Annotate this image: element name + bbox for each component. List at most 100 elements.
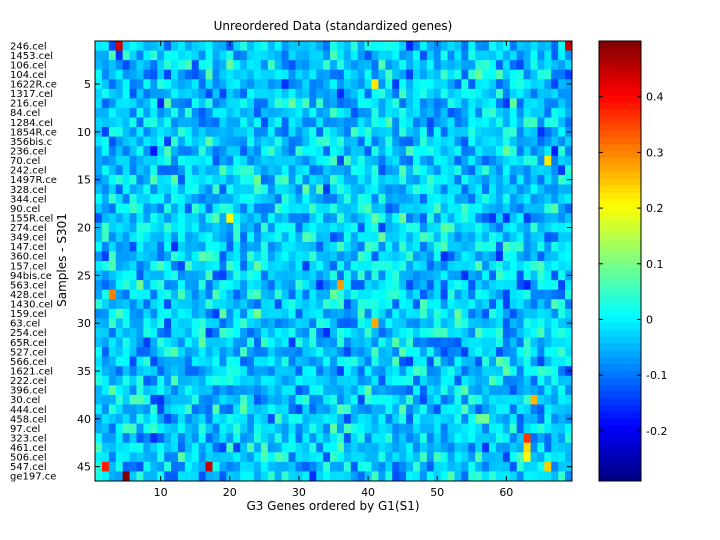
heatmap-cell <box>475 251 483 262</box>
heatmap-cell <box>184 327 193 338</box>
heatmap-cell <box>129 280 137 291</box>
heatmap-cell <box>502 452 511 463</box>
heatmap-cell <box>191 241 200 252</box>
heatmap-cell <box>101 251 110 262</box>
heatmap-cell <box>323 79 331 90</box>
heatmap-cell <box>385 69 393 80</box>
heatmap-cell <box>226 50 234 61</box>
heatmap-cell <box>247 327 255 338</box>
heatmap-cell <box>108 213 117 224</box>
heatmap-cell <box>426 337 435 348</box>
heatmap-cell <box>330 88 338 99</box>
heatmap-cell <box>385 98 393 109</box>
heatmap-cell <box>489 442 497 453</box>
heatmap-cell <box>406 79 414 90</box>
heatmap-cell <box>454 155 462 166</box>
heatmap-cell <box>122 423 130 434</box>
heatmap-cell <box>482 414 490 424</box>
heatmap-cell <box>336 394 345 405</box>
heatmap-cell <box>302 375 310 386</box>
heatmap-cell <box>447 280 455 291</box>
heatmap-cell <box>247 452 255 463</box>
heatmap-cell <box>357 60 365 71</box>
heatmap-cell <box>164 203 172 214</box>
heatmap-cell <box>336 299 345 310</box>
heatmap-cell <box>461 174 469 185</box>
heatmap-cell <box>447 270 455 281</box>
heatmap-cell <box>150 375 158 386</box>
heatmap-cell <box>136 261 144 271</box>
heatmap-cell <box>260 88 269 99</box>
heatmap-cell <box>530 452 538 463</box>
heatmap-cell <box>281 136 289 147</box>
heatmap-cell <box>240 318 248 329</box>
x-tick-label: 20 <box>223 486 237 499</box>
heatmap-cell <box>323 280 331 291</box>
heatmap-cell <box>336 222 345 233</box>
heatmap-cell <box>101 318 110 329</box>
heatmap-cell <box>454 289 462 300</box>
heatmap-cell <box>240 337 248 348</box>
heatmap-cell <box>288 203 296 214</box>
heatmap-cell <box>544 165 552 176</box>
row-label: 104.cel <box>10 70 47 81</box>
heatmap-cell <box>364 280 372 291</box>
heatmap-cell <box>281 375 289 386</box>
heatmap-cell <box>406 394 414 405</box>
heatmap-cell <box>565 241 573 252</box>
heatmap-cell <box>143 423 151 434</box>
heatmap-cell <box>406 308 414 319</box>
heatmap-cell <box>475 461 483 472</box>
heatmap-cell <box>177 155 186 166</box>
heatmap-cell <box>489 50 497 61</box>
heatmap-cell <box>482 184 490 195</box>
heatmap-cell <box>219 98 227 109</box>
heatmap-cell <box>454 251 462 262</box>
heatmap-cell <box>198 414 206 424</box>
heatmap-cell <box>551 461 559 472</box>
heatmap-cell <box>544 241 552 252</box>
heatmap-cell <box>316 117 324 128</box>
heatmap-cell <box>150 127 158 138</box>
heatmap-cell <box>558 194 566 204</box>
heatmap-cell <box>516 375 524 386</box>
heatmap-cell <box>482 79 490 90</box>
heatmap-cell <box>350 117 359 128</box>
heatmap-cell <box>115 270 123 281</box>
heatmap-cell <box>426 375 435 386</box>
heatmap-cell <box>143 155 151 166</box>
heatmap-cell <box>129 165 137 176</box>
heatmap-cell <box>537 203 545 214</box>
heatmap-cell <box>233 107 241 118</box>
heatmap-cell <box>489 165 497 176</box>
heatmap-cell <box>177 184 186 195</box>
heatmap-cell <box>309 222 317 233</box>
heatmap-cell <box>413 433 421 444</box>
heatmap-cell <box>406 261 414 271</box>
heatmap-cell <box>274 318 282 329</box>
heatmap-cell <box>461 232 469 243</box>
heatmap-cell <box>523 337 531 348</box>
heatmap-cell <box>198 222 206 233</box>
heatmap-cell <box>205 251 213 262</box>
heatmap-cell <box>343 289 352 300</box>
heatmap-cell <box>440 232 448 243</box>
heatmap-cell <box>157 414 165 424</box>
heatmap-cell <box>336 194 345 204</box>
heatmap-cell <box>475 98 483 109</box>
heatmap-cell <box>157 289 165 300</box>
heatmap-cell <box>447 241 455 252</box>
heatmap-cell <box>295 270 303 281</box>
heatmap-cell <box>371 88 379 99</box>
heatmap-cell <box>323 203 331 214</box>
heatmap-cell <box>509 117 518 128</box>
heatmap-cell <box>544 308 552 319</box>
heatmap-cell <box>233 69 241 80</box>
row-label: 1453.cel <box>10 51 53 62</box>
heatmap-cell <box>316 471 324 482</box>
heatmap-cell <box>274 165 282 176</box>
heatmap-cell <box>551 327 559 338</box>
heatmap-cell <box>115 289 123 300</box>
heatmap-cell <box>447 423 455 434</box>
